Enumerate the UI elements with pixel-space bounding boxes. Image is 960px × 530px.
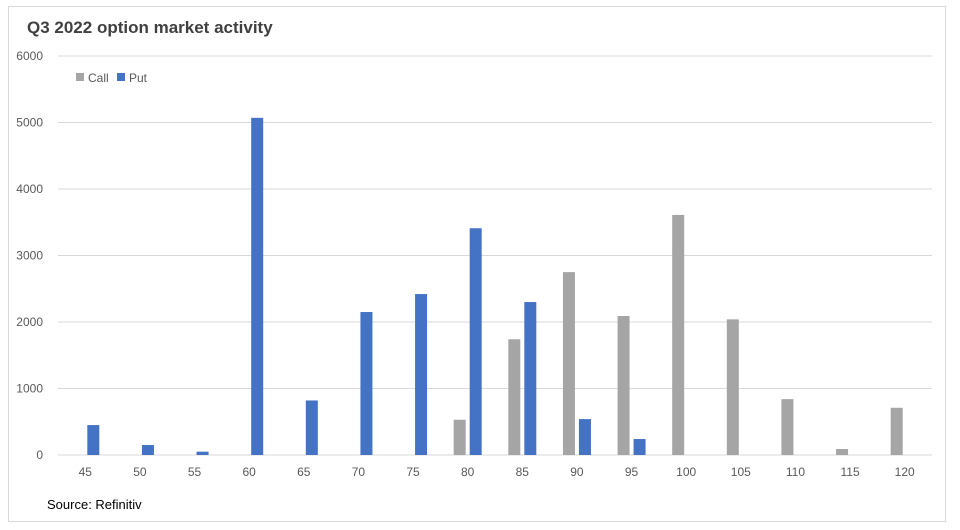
legend: Call Put [76,71,148,85]
bar-put [633,439,646,455]
bar-put [360,312,373,455]
legend-label: Put [129,71,148,85]
bars [87,117,903,455]
y-tick-label: 0 [36,448,43,462]
x-tick-label: 75 [406,465,420,479]
x-tick-label: 105 [731,465,751,479]
legend-label: Call [88,71,109,85]
bar-call [836,449,849,455]
bar-call [508,339,521,455]
x-tick-label: 90 [570,465,584,479]
x-tick-label: 95 [625,465,639,479]
y-tick-label: 2000 [16,315,43,329]
x-tick-label: 80 [461,465,475,479]
x-tick-label: 70 [352,465,366,479]
bar-call [562,272,575,455]
source-note: Source: Refinitiv [47,497,142,512]
x-tick-label: 120 [895,465,915,479]
y-tick-label: 5000 [16,116,43,130]
bar-put [141,445,154,455]
x-tick-label: 110 [786,465,805,479]
bar-put [305,400,318,455]
bar-put [87,425,100,455]
x-tick-label: 45 [79,465,93,479]
x-tick-label: 115 [840,465,859,479]
x-tick-label: 100 [676,465,696,479]
x-tick-label: 50 [133,465,147,479]
bar-put [524,302,537,455]
y-tick-label: 1000 [16,382,43,396]
chart-title: Q3 2022 option market activity [27,18,273,37]
bar-call [672,214,685,455]
bar-call [617,316,630,455]
x-axis-ticks: 45 50 55 60 65 70 75 80 85 90 95 100 105 110 115 120 [79,465,915,479]
bar-put [469,228,482,455]
legend-swatch [76,73,84,81]
bar-call [781,399,794,455]
bar-put [578,419,591,455]
x-tick-label: 85 [516,465,530,479]
bar-put [415,294,428,455]
x-tick-label: 55 [188,465,202,479]
y-axis-ticks: 0 1000 2000 3000 4000 5000 6000 [16,49,43,462]
bar-call [726,319,739,455]
gridlines [58,55,932,456]
bar-put [196,451,209,455]
bar-call [890,407,903,455]
y-tick-label: 4000 [16,182,43,196]
legend-swatch [117,73,125,81]
y-tick-label: 6000 [16,49,43,63]
bar-put [251,117,264,455]
bar-call [453,419,466,455]
x-tick-label: 60 [243,465,257,479]
x-tick-label: 65 [297,465,311,479]
y-tick-label: 3000 [16,249,43,263]
